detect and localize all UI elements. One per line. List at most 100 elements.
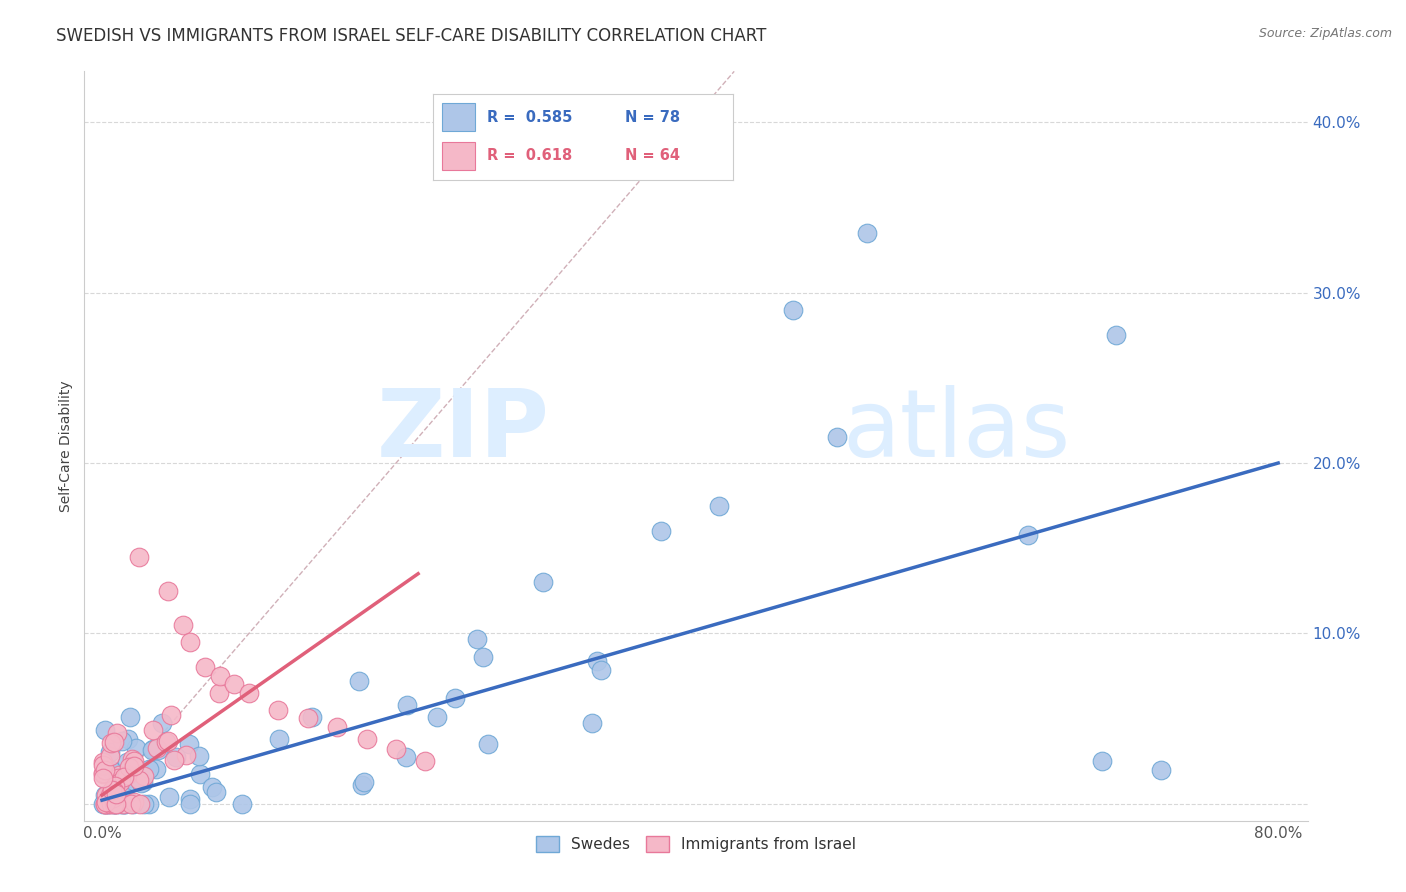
Point (100, 745, 122, 759)
Point (94, 797, 117, 811)
Point (103, 784, 125, 798)
Point (477, 737, 499, 751)
Point (190, 766, 212, 780)
Point (125, 741, 148, 756)
Point (100, 763, 122, 777)
Text: atlas: atlas (842, 385, 1071, 477)
Point (131, 775, 153, 789)
Point (179, 791, 201, 805)
Point (129, 797, 152, 811)
Point (120, 797, 142, 811)
Point (108, 784, 131, 798)
Point (353, 774, 375, 789)
Point (224, 677, 246, 691)
Point (93, 771, 115, 785)
Point (146, 740, 169, 755)
Point (145, 762, 167, 776)
Legend: Swedes, Immigrants from Israel: Swedes, Immigrants from Israel (530, 830, 862, 858)
Point (103, 735, 125, 749)
Point (101, 783, 124, 797)
Point (122, 795, 145, 809)
Point (141, 743, 163, 757)
Point (118, 767, 141, 781)
Point (93, 758, 115, 772)
Point (855, 226, 877, 240)
Point (115, 780, 138, 794)
Point (104, 779, 127, 793)
Point (174, 747, 197, 762)
Point (121, 751, 143, 765)
Point (131, 776, 153, 790)
Point (100, 794, 122, 808)
Point (117, 755, 139, 769)
Point (107, 772, 129, 786)
Point (471, 650, 494, 665)
Point (1105, 328, 1128, 343)
Point (105, 797, 128, 811)
Point (782, 302, 804, 317)
Point (155, 735, 177, 749)
Point (122, 759, 145, 773)
Point (93, 797, 115, 811)
Point (444, 691, 467, 706)
Point (108, 767, 131, 781)
Point (94, 788, 117, 802)
Point (114, 797, 136, 811)
Point (157, 789, 180, 804)
Point (115, 768, 138, 782)
Point (1091, 754, 1114, 768)
Point (163, 753, 186, 767)
Point (709, 499, 731, 513)
Point (98, 797, 121, 811)
Point (356, 731, 378, 746)
Point (179, 797, 201, 811)
Point (110, 734, 132, 748)
Point (165, 750, 187, 764)
Point (208, 669, 231, 683)
Point (531, 575, 554, 590)
Point (104, 797, 127, 811)
Point (172, 617, 194, 632)
Point (108, 775, 131, 789)
Point (93, 765, 115, 780)
Point (115, 791, 138, 805)
Point (93, 767, 115, 781)
Point (112, 771, 135, 785)
Point (395, 698, 418, 713)
Point (122, 797, 145, 811)
Point (96, 795, 118, 809)
Point (269, 731, 291, 746)
Point (426, 710, 449, 724)
Point (586, 654, 609, 668)
Point (94, 764, 117, 778)
Point (415, 754, 437, 768)
Point (385, 742, 408, 756)
Point (100, 797, 122, 811)
Point (157, 583, 180, 598)
Point (187, 748, 209, 763)
Point (100, 736, 122, 750)
Point (98, 789, 121, 803)
Point (107, 784, 129, 798)
Point (132, 797, 155, 811)
Point (128, 773, 150, 788)
Point (97, 787, 120, 801)
Point (105, 725, 128, 739)
Point (104, 787, 127, 801)
Point (112, 792, 135, 806)
Point (108, 786, 131, 800)
Text: Source: ZipAtlas.com: Source: ZipAtlas.com (1258, 27, 1392, 40)
Point (179, 635, 201, 649)
Point (160, 707, 183, 722)
Point (825, 430, 848, 444)
Point (650, 524, 672, 538)
Point (103, 790, 125, 805)
Point (112, 797, 135, 811)
Point (107, 789, 129, 803)
Point (150, 716, 173, 731)
Point (591, 663, 613, 677)
Text: ZIP: ZIP (377, 385, 550, 477)
Text: SWEDISH VS IMMIGRANTS FROM ISRAEL SELF-CARE DISABILITY CORRELATION CHART: SWEDISH VS IMMIGRANTS FROM ISRAEL SELF-C… (56, 27, 766, 45)
Point (134, 769, 156, 783)
Point (267, 703, 290, 717)
